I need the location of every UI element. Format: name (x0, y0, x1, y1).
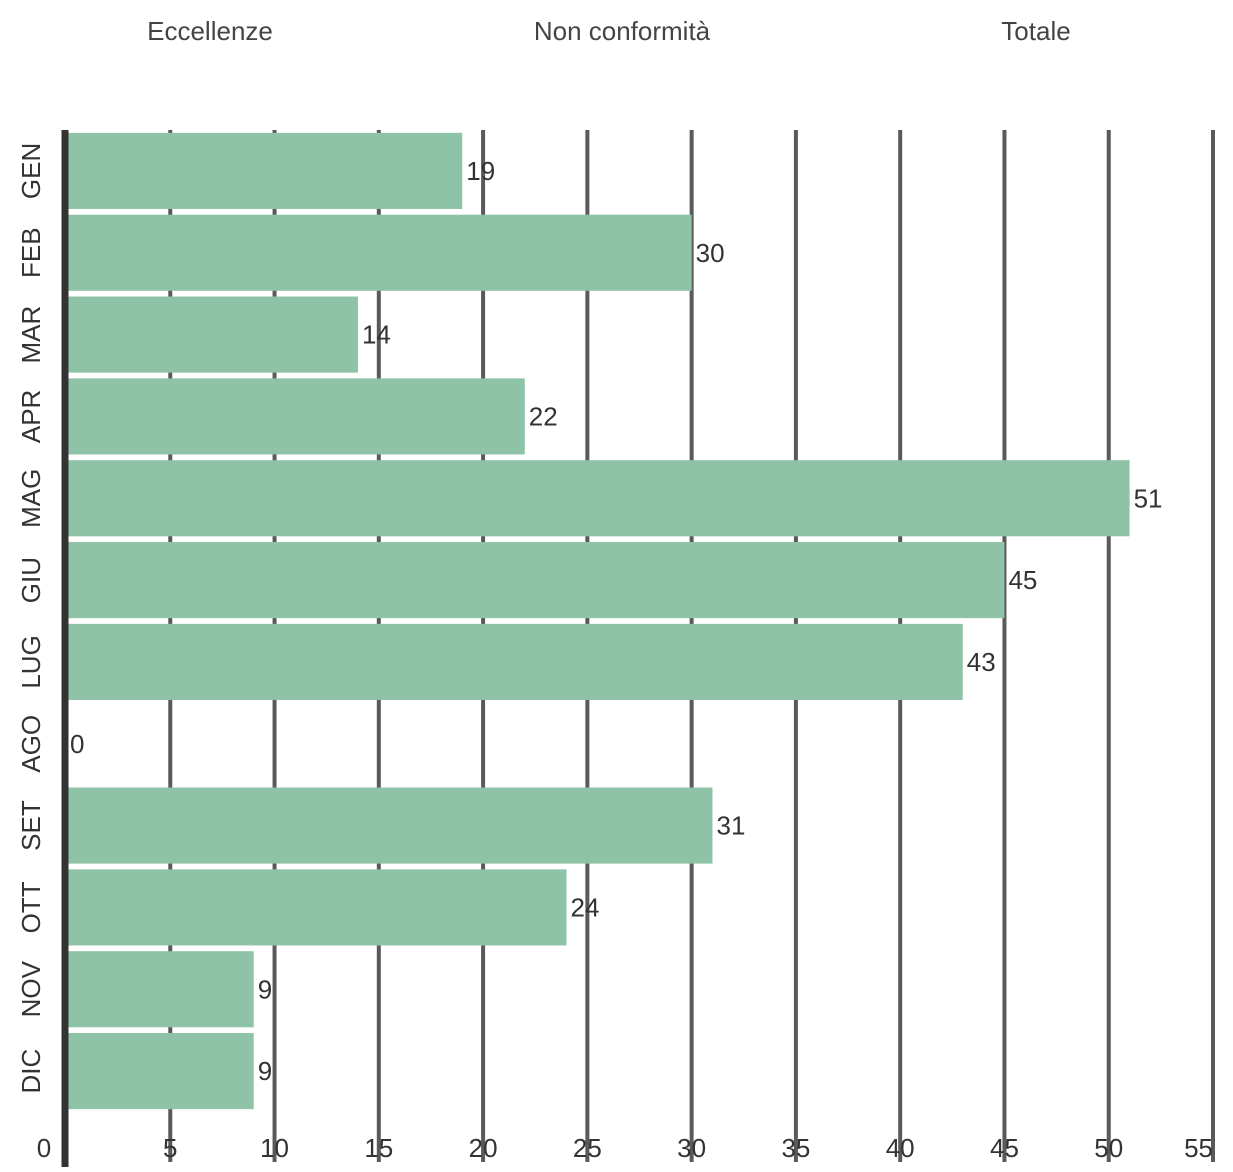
data-label-feb: 30 (696, 238, 725, 268)
legend-item-1: Eccellenze (147, 16, 273, 46)
bars (66, 132, 1130, 1110)
x-tick-label-0: 0 (37, 1133, 51, 1163)
data-label-ott: 24 (571, 892, 600, 922)
category-label-nov: NOV (16, 960, 46, 1017)
legend-item-3: Totale (1001, 16, 1070, 46)
bar-apr (66, 378, 525, 455)
category-label-mar: MAR (16, 306, 46, 364)
category-label-set: SET (16, 800, 46, 851)
bar-set (66, 787, 713, 864)
category-label-mag: MAG (16, 469, 46, 528)
data-labels: 19 30 14 22 51 45 43 0 31 24 9 9 (70, 156, 1163, 1086)
bar-mag (66, 460, 1130, 537)
category-label-dic: DIC (16, 1049, 46, 1094)
category-label-apr: APR (16, 390, 46, 443)
data-label-giu: 45 (1008, 565, 1037, 595)
data-label-dic: 9 (258, 1056, 272, 1086)
data-label-apr: 22 (529, 401, 558, 431)
category-label-ott: OTT (16, 881, 46, 933)
bar-mar (66, 296, 358, 373)
x-tick-label-50: 50 (1094, 1133, 1123, 1163)
legend-item-2: Non conformità (534, 16, 711, 46)
x-tick-label-20: 20 (469, 1133, 498, 1163)
bar-ott (66, 869, 567, 946)
bar-giu (66, 542, 1005, 619)
x-tick-label-35: 35 (781, 1133, 810, 1163)
data-label-gen: 19 (466, 156, 495, 186)
x-tick-label-30: 30 (677, 1133, 706, 1163)
data-label-ago: 0 (70, 729, 84, 759)
bar-dic (66, 1033, 254, 1110)
data-label-lug: 43 (967, 647, 996, 677)
x-tick-label-40: 40 (886, 1133, 915, 1163)
x-tick-label-45: 45 (990, 1133, 1019, 1163)
bar-nov (66, 951, 254, 1028)
x-tick-label-10: 10 (260, 1133, 289, 1163)
x-tick-label-15: 15 (364, 1133, 393, 1163)
bar-lug (66, 623, 963, 700)
data-label-set: 31 (716, 811, 745, 841)
data-label-mar: 14 (362, 320, 391, 350)
data-label-nov: 9 (258, 974, 272, 1004)
bar-feb (66, 214, 692, 291)
data-label-mag: 51 (1134, 483, 1163, 513)
x-tick-label-25: 25 (573, 1133, 602, 1163)
category-labels: GEN FEB MAR APR MAG GIU LUG AGO SET OTT NOV DIC (16, 143, 46, 1094)
category-label-ago: AGO (16, 715, 46, 773)
category-label-gen: GEN (16, 143, 46, 199)
category-label-lug: LUG (16, 635, 46, 688)
legend: Eccellenze Non conformità Totale (147, 16, 1071, 46)
category-label-feb: FEB (16, 227, 46, 278)
x-tick-label-55: 55 (1184, 1133, 1213, 1163)
x-axis-tick-labels: 0 5 10 15 20 25 30 35 40 45 50 55 (37, 1133, 1213, 1163)
category-label-giu: GIU (16, 557, 46, 603)
bar-gen (66, 132, 463, 209)
x-tick-label-5: 5 (163, 1133, 177, 1163)
